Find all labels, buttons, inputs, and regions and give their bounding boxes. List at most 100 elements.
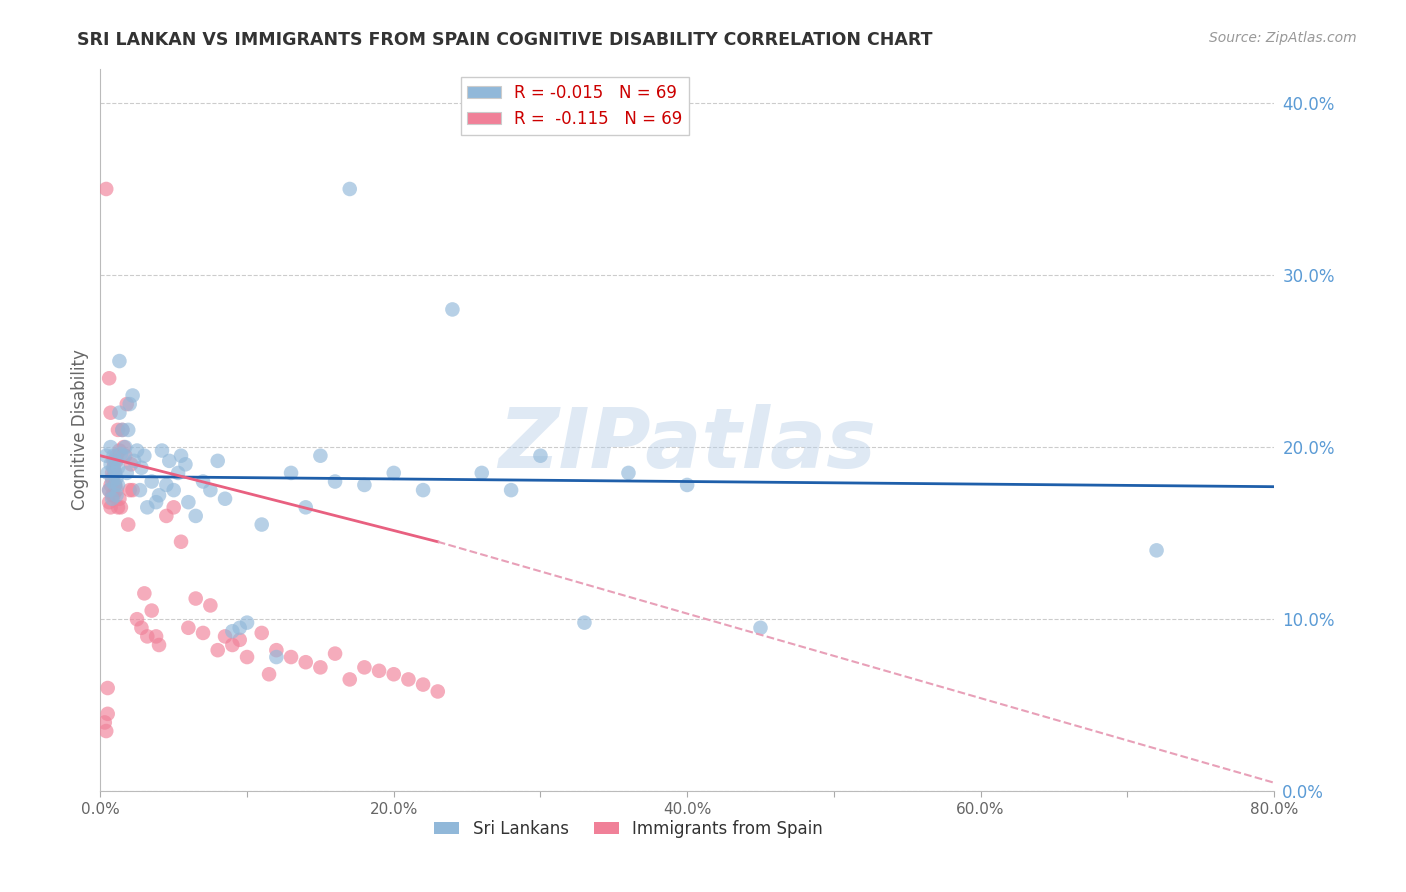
Point [100, 458, 122, 472]
Point [105, 488, 128, 502]
Point [309, 449, 332, 463]
Text: Source: ZipAtlas.com: Source: ZipAtlas.com [1209, 31, 1357, 45]
Point [108, 406, 131, 420]
Point [131, 460, 153, 475]
Point [471, 466, 494, 480]
Point [266, 650, 288, 665]
Point [97, 466, 120, 480]
Point [103, 460, 125, 475]
Point [94, 715, 117, 730]
Point [136, 500, 159, 515]
Point [1146, 543, 1168, 558]
Text: SRI LANKAN VS IMMIGRANTS FROM SPAIN COGNITIVE DISABILITY CORRELATION CHART: SRI LANKAN VS IMMIGRANTS FROM SPAIN COGN… [77, 31, 932, 49]
Point [101, 475, 124, 489]
Point [228, 632, 250, 647]
Point [100, 440, 122, 454]
Point [339, 182, 361, 196]
Point [214, 491, 236, 506]
Point [236, 615, 259, 630]
Point [236, 650, 259, 665]
Point [266, 643, 288, 657]
Point [257, 667, 280, 681]
Point [103, 460, 125, 475]
Point [96, 724, 118, 739]
Point [177, 495, 200, 509]
Point [294, 500, 316, 515]
Point [115, 397, 138, 411]
Y-axis label: Cognitive Disability: Cognitive Disability [72, 350, 89, 510]
Point [148, 638, 170, 652]
Point [108, 491, 131, 506]
Point [382, 466, 405, 480]
Point [382, 667, 405, 681]
Point [214, 629, 236, 643]
Point [170, 534, 193, 549]
Point [104, 454, 127, 468]
Point [184, 591, 207, 606]
Point [207, 643, 229, 657]
Point [110, 447, 132, 461]
Point [98, 483, 121, 497]
Point [112, 440, 135, 454]
Point [174, 458, 197, 472]
Point [294, 655, 316, 669]
Point [396, 673, 419, 687]
Point [129, 483, 152, 497]
Point [112, 449, 135, 463]
Point [617, 466, 640, 480]
Point [501, 483, 523, 497]
Point [323, 475, 346, 489]
Point [221, 638, 243, 652]
Point [412, 483, 434, 497]
Point [114, 449, 136, 463]
Point [125, 443, 148, 458]
Point [115, 466, 138, 480]
Point [117, 517, 139, 532]
Point [121, 483, 143, 497]
Point [280, 650, 302, 665]
Point [412, 677, 434, 691]
Point [117, 423, 139, 437]
Point [96, 449, 118, 463]
Point [136, 629, 159, 643]
Point [155, 478, 177, 492]
Point [207, 454, 229, 468]
Point [118, 483, 141, 497]
Point [101, 471, 124, 485]
Point [98, 495, 121, 509]
Point [141, 604, 163, 618]
Point [104, 466, 127, 480]
Point [107, 423, 129, 437]
Point [105, 454, 128, 468]
Point [107, 478, 129, 492]
Point [100, 500, 122, 515]
Point [141, 475, 163, 489]
Point [145, 495, 167, 509]
Point [574, 615, 596, 630]
Point [184, 508, 207, 523]
Point [107, 460, 129, 475]
Point [200, 483, 222, 497]
Point [110, 500, 132, 515]
Point [170, 449, 193, 463]
Point [111, 423, 134, 437]
Point [157, 454, 180, 468]
Point [134, 449, 156, 463]
Point [163, 483, 186, 497]
Point [104, 478, 127, 492]
Point [155, 508, 177, 523]
Text: ZIPatlas: ZIPatlas [498, 404, 876, 485]
Point [104, 478, 127, 492]
Point [150, 443, 173, 458]
Point [104, 478, 127, 492]
Point [105, 483, 128, 497]
Point [221, 624, 243, 639]
Point [280, 466, 302, 480]
Point [191, 475, 214, 489]
Point [191, 626, 214, 640]
Point [177, 621, 200, 635]
Point [250, 517, 273, 532]
Point [167, 466, 190, 480]
Point [108, 354, 131, 368]
Point [108, 443, 131, 458]
